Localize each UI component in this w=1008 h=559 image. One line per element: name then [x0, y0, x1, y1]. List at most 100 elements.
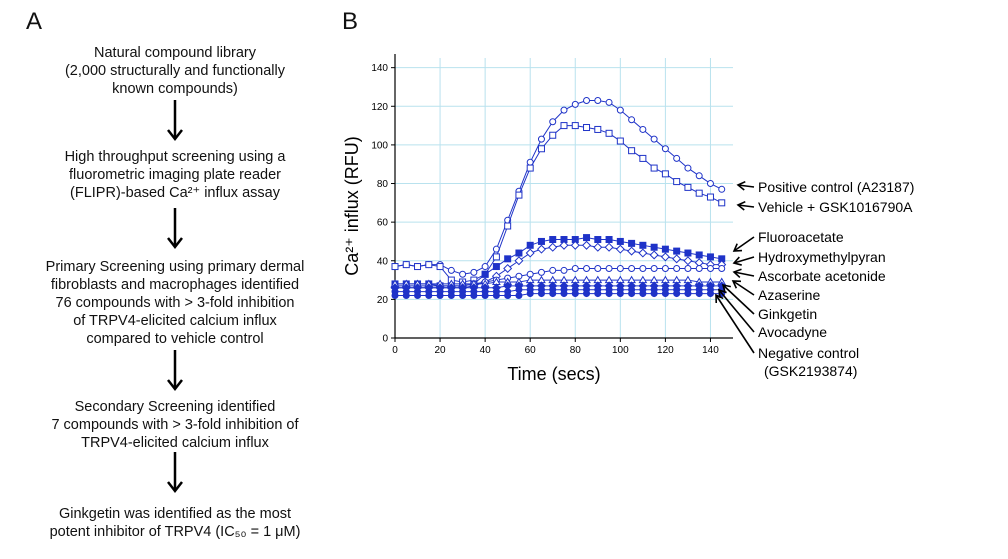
data-point [628, 290, 636, 298]
data-point [604, 242, 614, 252]
data-point [615, 244, 625, 254]
callout-arrow [737, 184, 755, 188]
data-point [628, 116, 636, 124]
callout-arrowhead-icon [732, 243, 743, 252]
flow-step-1-line: (2,000 structurally and functionally [64, 63, 286, 79]
data-point [481, 263, 489, 271]
x-tick-label: 40 [480, 345, 492, 356]
data-point [560, 106, 568, 114]
flow-down-arrow-icon [167, 100, 183, 142]
callout-8: Avocadyne [718, 288, 827, 340]
data-point [515, 249, 523, 257]
data-point [526, 241, 534, 249]
flow-down-arrow-icon [167, 452, 183, 494]
data-point [571, 264, 579, 272]
flow-step-1: Natural compound library (2,000 structura… [0, 44, 350, 98]
y-tick-label: 100 [371, 140, 388, 151]
series-line [395, 279, 722, 285]
data-point [504, 255, 512, 263]
flow-step-4-line: 7 compounds with > 3-fold inhibition of [51, 417, 299, 433]
callout-arrow [733, 236, 755, 252]
data-point [536, 244, 546, 254]
callout-3: Fluoroacetate [732, 229, 844, 252]
data-point [571, 290, 579, 298]
data-point [718, 264, 726, 272]
data-point [525, 248, 535, 258]
callout-label: Negative control [758, 345, 859, 361]
data-point [559, 240, 569, 250]
y-axis-label: Ca²⁺ influx (RFU) [342, 136, 362, 276]
data-point [616, 264, 624, 272]
series-7 [390, 281, 727, 293]
series-line [394, 99, 722, 275]
callout-arrow [722, 284, 755, 315]
callout-label: Avocadyne [758, 324, 827, 340]
data-point [537, 135, 545, 143]
data-point [470, 292, 478, 300]
callout-label: Hydroxymethylpyran [758, 249, 886, 265]
data-point [684, 183, 692, 191]
flow-step-1-line: known compounds) [112, 81, 238, 97]
y-tick-label: 40 [377, 256, 389, 267]
data-point [695, 290, 703, 298]
callout-arrow [733, 256, 755, 264]
calcium-influx-chart: 0 20 40 60 80 100 120 140 0 20 40 60 80 100 120 140 Time… [342, 54, 914, 384]
callout-arrowhead-icon [732, 256, 742, 266]
callout-4: Hydroxymethylpyran [732, 249, 886, 266]
data-point [650, 164, 658, 172]
data-point [605, 129, 613, 137]
flow-step-2: High throughput screening using a fluorom… [0, 148, 350, 202]
callout-6: Azaserine [731, 280, 820, 303]
data-point [706, 193, 714, 201]
data-point [549, 131, 557, 139]
data-point [616, 106, 624, 114]
data-point [684, 264, 692, 272]
data-point [537, 237, 545, 245]
flow-step-5-line: Ginkgetin was identified as the most [58, 506, 292, 522]
series-2 [391, 122, 726, 286]
callout-arrow [737, 204, 755, 208]
flow-step-4-line: TRPV4-elicited calcium influx [81, 435, 269, 451]
data-point [683, 256, 693, 266]
data-point [537, 145, 545, 153]
data-point [414, 263, 422, 271]
callout-label: Fluoroacetate [758, 229, 844, 245]
flow-down-arrow-icon [167, 350, 183, 392]
data-point [492, 292, 500, 300]
data-point [650, 264, 658, 272]
data-point [639, 290, 647, 298]
data-point [594, 290, 602, 298]
data-point [560, 266, 568, 274]
data-point [650, 135, 658, 143]
callout-arrowhead-icon [721, 283, 731, 293]
x-tick-label: 20 [435, 345, 447, 356]
data-point [639, 125, 647, 133]
data-point [402, 261, 410, 269]
flow-step-5: Ginkgetin was identified as the most pote… [0, 505, 350, 541]
data-point [673, 154, 681, 162]
callout-label: Positive control (A23187) [758, 179, 914, 195]
data-point [504, 292, 512, 300]
data-point [593, 242, 603, 252]
callout-7: Ginkgetin [721, 283, 817, 322]
data-point [627, 246, 637, 256]
data-point [695, 264, 703, 272]
data-point [616, 290, 624, 298]
data-point [548, 242, 558, 252]
x-tick-label: 100 [612, 345, 629, 356]
data-point [425, 292, 433, 300]
callout-label: Ascorbate acetonide [758, 268, 886, 284]
callout-arrowhead-icon [736, 180, 746, 191]
x-tick-label: 140 [702, 345, 719, 356]
flow-step-3-line: Primary Screening using primary dermal [45, 259, 305, 275]
data-point [695, 172, 703, 180]
data-point [672, 254, 682, 264]
callout-label: (GSK2193874) [764, 363, 857, 379]
data-point [425, 261, 433, 269]
y-tick-label: 140 [371, 63, 388, 74]
series-line [395, 293, 722, 297]
data-point [515, 292, 523, 300]
series-9 [391, 290, 726, 300]
x-axis-label: Time (secs) [507, 364, 600, 384]
data-point [436, 263, 444, 271]
